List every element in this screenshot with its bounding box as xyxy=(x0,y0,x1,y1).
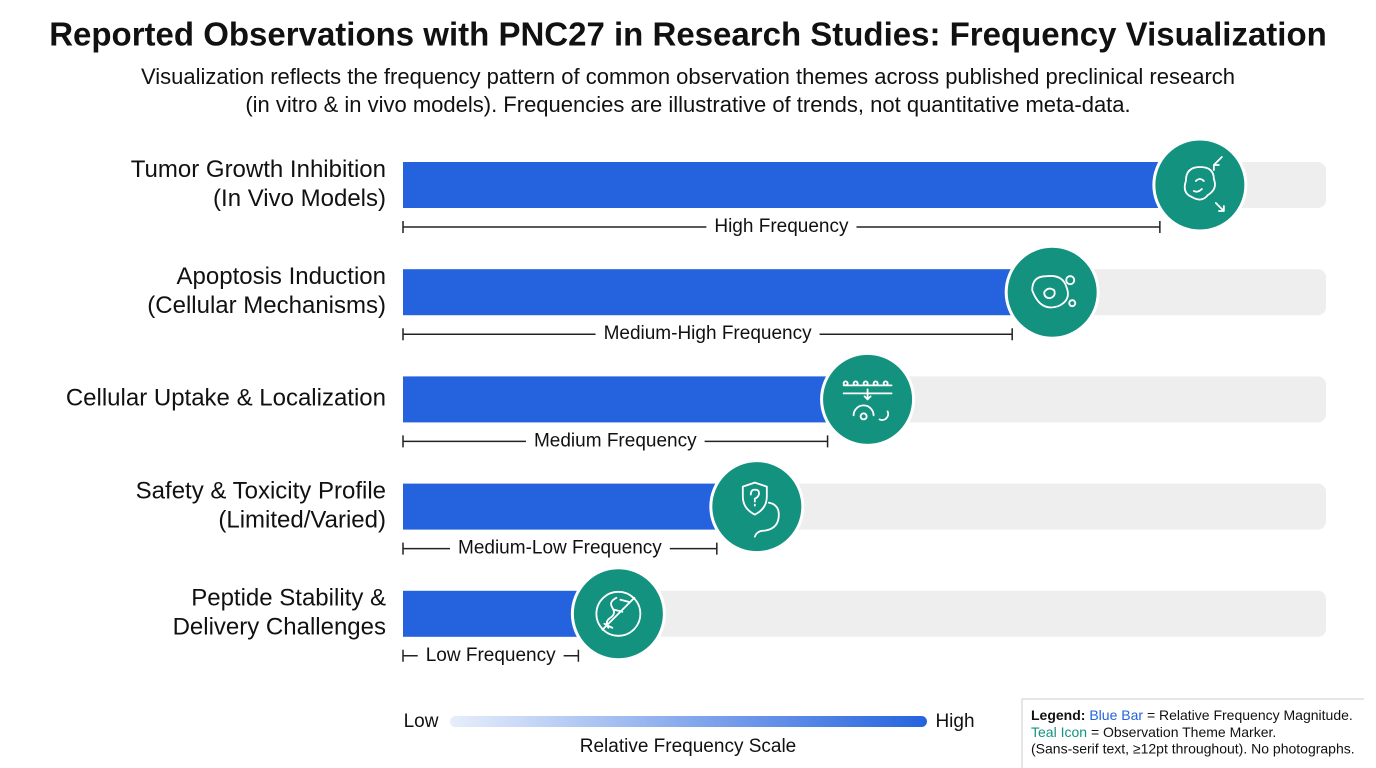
y-tick-label: Tumor Growth Inhibition xyxy=(131,156,386,183)
bracket xyxy=(402,649,580,662)
theme-icon xyxy=(709,459,805,555)
y-tick-label: Apoptosis Induction xyxy=(177,263,386,290)
legend-title: Legend: xyxy=(1031,707,1085,723)
theme-icon xyxy=(570,566,666,662)
icon-glyph xyxy=(1183,156,1225,212)
bracket xyxy=(402,221,1161,233)
theme-icon xyxy=(820,351,916,447)
legend-line: Legend: Blue Bar = Relative Frequency Ma… xyxy=(1031,707,1353,723)
bracket xyxy=(402,542,718,555)
bracket-label: Medium Frequency xyxy=(534,430,697,451)
theme-icon xyxy=(1004,244,1100,340)
bar xyxy=(403,162,1160,208)
icon-glyph xyxy=(741,481,780,538)
y-tick-label: Safety & Toxicity Profile xyxy=(136,477,386,504)
theme-icon xyxy=(1152,137,1248,233)
y-tick-label: Peptide Stability & xyxy=(191,585,386,612)
y-tick-label: Delivery Challenges xyxy=(173,614,386,641)
icon-glyph xyxy=(595,590,642,637)
scale-title: Relative Frequency Scale xyxy=(580,736,797,757)
bar xyxy=(403,269,1013,316)
legend-text: = Relative Frequency Magnitude. xyxy=(1147,707,1353,723)
y-tick-label: (Limited/Varied) xyxy=(218,506,386,533)
legend-note: (Sans-serif text, ≥12pt throughout). No … xyxy=(1031,741,1355,757)
bar xyxy=(403,590,579,637)
scale-high: High xyxy=(935,711,974,732)
chart-title: Reported Observations with PNC27 in Rese… xyxy=(49,16,1327,53)
bracket-label: Medium-Low Frequency xyxy=(458,538,662,559)
y-tick-label: (Cellular Mechanisms) xyxy=(147,292,386,319)
bracket-label: High Frequency xyxy=(714,216,849,237)
bracket xyxy=(402,328,1013,341)
icon-circle xyxy=(1152,137,1248,233)
scale-gradient xyxy=(450,716,927,727)
icon-circle xyxy=(709,459,805,555)
bracket-label: Low Frequency xyxy=(426,645,556,666)
legend-line: Teal Icon = Observation Theme Marker. xyxy=(1031,724,1276,740)
bracket xyxy=(402,435,829,448)
bar xyxy=(403,483,717,530)
scale-low: Low xyxy=(404,711,439,732)
legend-text: = Observation Theme Marker. xyxy=(1091,724,1276,740)
y-tick-label: Cellular Uptake & Localization xyxy=(66,385,386,412)
subtitle: (in vitro & in vivo models). Frequencies… xyxy=(245,92,1130,117)
icon-glyph xyxy=(842,380,893,421)
y-tick-label: (In Vivo Models) xyxy=(213,185,386,212)
icon-circle xyxy=(1004,244,1100,340)
subtitle: Visualization reflects the frequency pat… xyxy=(141,64,1235,89)
legend-key: Blue Bar xyxy=(1089,707,1143,723)
icon-glyph xyxy=(1031,275,1077,309)
bracket-label: Medium-High Frequency xyxy=(604,323,813,344)
bar xyxy=(403,376,828,423)
legend-key: Teal Icon xyxy=(1031,724,1087,740)
legend-box xyxy=(1021,698,1364,768)
